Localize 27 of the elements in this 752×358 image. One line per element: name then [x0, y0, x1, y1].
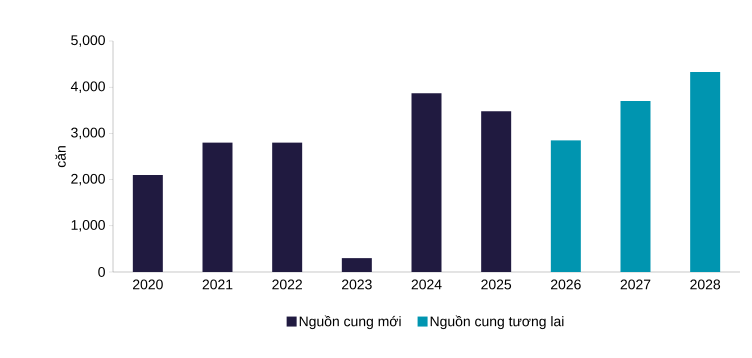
y-tick-label: 3,000	[71, 128, 105, 140]
legend-label: Nguồn cung tương lai	[430, 315, 564, 330]
x-tick-label: 2027	[620, 280, 650, 290]
x-tick-label: 2026	[551, 280, 581, 290]
x-tick-label: 2028	[690, 280, 720, 290]
y-tick-label: 1,000	[72, 220, 105, 232]
legend-label: Nguồn cung mới	[300, 315, 401, 330]
bar	[412, 93, 442, 272]
y-tick-label: 5,000	[71, 35, 105, 47]
x-tick-label: 2020	[133, 280, 163, 290]
x-tick-label: 2021	[202, 280, 232, 290]
x-tick-label: 2024	[412, 280, 442, 290]
bar	[620, 101, 650, 272]
bar	[690, 72, 720, 272]
y-tick-label: 4,000	[70, 81, 105, 93]
bar	[132, 174, 163, 272]
x-tick-label: 2022	[272, 280, 302, 290]
bar	[550, 140, 581, 272]
bar	[481, 111, 512, 272]
bar	[272, 142, 302, 272]
y-tick-label: 0	[98, 267, 105, 277]
y-tick-label: 2,000	[71, 174, 105, 186]
x-tick-label: 2023	[342, 280, 372, 290]
y-axis-title: căn	[55, 146, 66, 168]
bar	[202, 142, 232, 272]
bar	[342, 258, 372, 272]
x-tick-label: 2025	[481, 280, 512, 290]
